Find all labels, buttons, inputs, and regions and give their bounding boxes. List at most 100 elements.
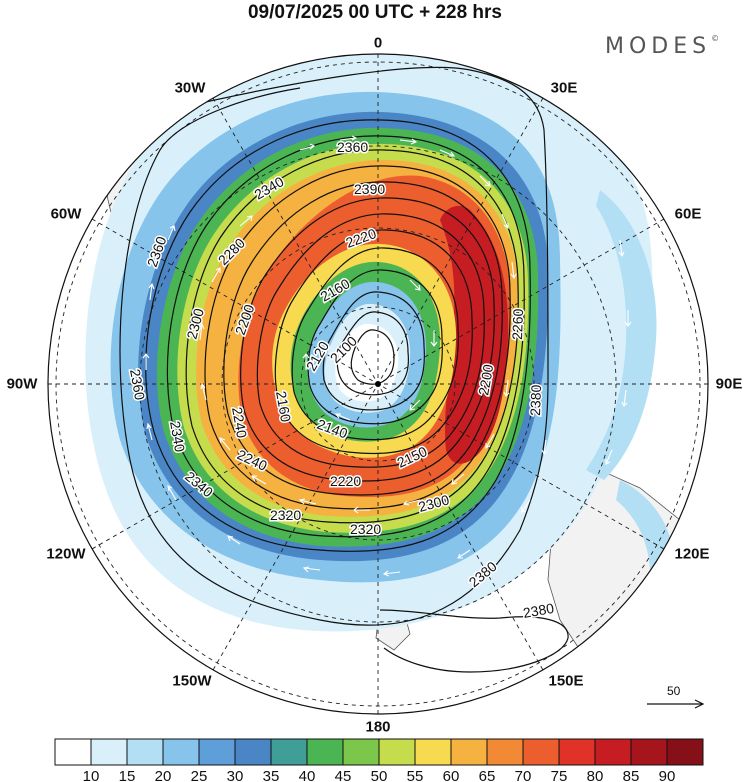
colorbar-tick-label: 90 <box>659 768 676 782</box>
wind-arrow <box>430 330 438 347</box>
wind-arrow <box>298 498 317 505</box>
colorbar-swatch <box>234 738 272 766</box>
colorbar-tick-label: 85 <box>623 768 640 782</box>
colorbar-swatch <box>126 738 164 766</box>
colorbar-tick-label: 80 <box>587 768 604 782</box>
wind-arrow <box>146 422 153 441</box>
wind-arrow <box>485 433 495 449</box>
latitude-circle-2 <box>221 227 535 541</box>
colorbar-swatch <box>630 738 668 766</box>
polar-map: 2360 2340 2300 2280 2220 2390 2360 2160 … <box>47 53 709 715</box>
wind-arrow <box>439 149 456 157</box>
contour-2260 <box>240 197 495 482</box>
colorbar-swatch <box>342 738 380 766</box>
wind-arrow <box>382 570 401 577</box>
contour-label: 2360 <box>337 139 368 155</box>
wind-arrow <box>451 473 465 485</box>
colorbar-tick-label: 15 <box>119 768 136 782</box>
contour-label: 2160 <box>273 390 294 424</box>
longitude-label-90e: 90E <box>715 375 743 393</box>
contour-2280 <box>223 181 503 496</box>
wind-arrow <box>510 261 517 280</box>
longitude-label-30e: 30E <box>550 79 578 97</box>
reference-arrow-icon <box>647 699 705 709</box>
wind-arrow <box>148 282 155 301</box>
contour-label: 2360 <box>127 368 148 402</box>
contour-2100 <box>350 329 395 385</box>
wind-arrow <box>334 413 351 421</box>
colorbar-tick-label: 65 <box>479 768 496 782</box>
wind-band-20-east <box>586 190 657 480</box>
wind-arrow <box>219 437 231 451</box>
longitude-label-30w: 30W <box>174 79 206 97</box>
longitude-label-60w: 60W <box>50 205 82 223</box>
colorbar-tick-label: 75 <box>551 768 568 782</box>
wind-arrow <box>409 279 421 291</box>
wind-arrow <box>302 353 310 370</box>
wind-arrow <box>198 322 205 341</box>
longitude-label-0: 0 <box>373 34 383 52</box>
longitude-label-150w: 150W <box>172 672 212 690</box>
wind-arrow <box>479 175 491 187</box>
contour-2300 <box>204 165 511 510</box>
contour-2340 <box>166 135 525 538</box>
contour-2220 <box>274 229 473 455</box>
colorbar-swatch <box>522 738 560 766</box>
colorbar-swatch <box>162 738 200 766</box>
contour-2240 <box>256 213 485 468</box>
colorbar-swatch <box>378 738 416 766</box>
brand-mark: © <box>711 34 720 43</box>
wind-arrow <box>399 138 418 145</box>
wind-arrow <box>299 143 316 151</box>
colorbar-tick-label: 10 <box>83 768 100 782</box>
colorbar-tick-label: 30 <box>227 768 244 782</box>
colorbar: 10 15 20 25 30 35 40 45 50 55 60 65 70 75 80 85 90 <box>54 738 704 782</box>
contour-2380-east <box>379 609 569 673</box>
brand-logo: MODES© <box>605 34 719 59</box>
colorbar-tick-label: 40 <box>299 768 316 782</box>
colorbar-tick-label: 55 <box>407 768 424 782</box>
contour-label: 2390 <box>354 181 385 197</box>
wind-arrow <box>503 379 510 397</box>
wind-arrow <box>167 485 177 501</box>
contour-2200 <box>291 247 459 441</box>
wind-speed-shading <box>85 54 674 632</box>
latitude-circle-1 <box>300 306 456 462</box>
contour-2360 <box>145 119 531 552</box>
wind-arrow <box>353 506 370 514</box>
longitude-label-60e: 60E <box>674 205 702 223</box>
colorbar-swatch <box>54 738 92 766</box>
wind-arrow <box>251 475 267 485</box>
longitude-label-120w: 120W <box>46 545 86 563</box>
wind-arrow <box>457 549 471 559</box>
wind-arrow <box>409 399 421 411</box>
south-pole-marker <box>375 381 381 387</box>
colorbar-tick-label: 60 <box>443 768 460 782</box>
colorbar-swatch <box>414 738 452 766</box>
wind-arrow <box>227 535 241 545</box>
wind-arrow <box>239 215 253 227</box>
wind-arrow <box>329 281 343 291</box>
colorbar-swatch <box>666 738 704 766</box>
contour-2380 <box>119 66 549 626</box>
wind-arrow <box>510 320 518 337</box>
contour-label: 2320 <box>350 521 381 537</box>
wind-arrow <box>402 499 421 506</box>
wind-arrow <box>521 499 531 513</box>
wind-band-80 <box>440 205 509 464</box>
wind-arrow <box>302 566 321 573</box>
map-border <box>47 53 709 715</box>
wind-vectors <box>142 135 632 577</box>
colorbar-swatch <box>90 738 128 766</box>
reference-vector: 50 <box>645 684 707 714</box>
contour-label: 2220 <box>330 473 361 489</box>
wind-arrow <box>142 353 150 370</box>
colorbar-tick-label: 50 <box>371 768 388 782</box>
longitude-label-120e: 120E <box>674 545 710 563</box>
height-contours <box>119 66 569 673</box>
reference-vector-label: 50 <box>667 684 681 698</box>
colorbar-swatch <box>594 738 632 766</box>
contour-label: 2260 <box>509 308 526 340</box>
colorbar-swatch <box>558 738 596 766</box>
wind-arrow <box>200 382 207 401</box>
